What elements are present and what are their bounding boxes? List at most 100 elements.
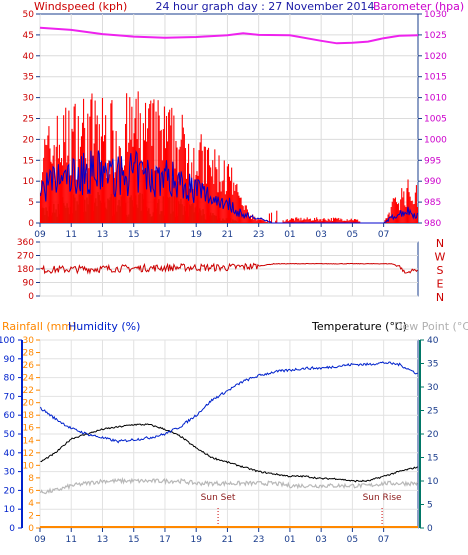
windspeed-tick-label: 15 xyxy=(23,156,34,166)
wind-direction-line xyxy=(40,262,418,275)
x-tick-label: 19 xyxy=(190,230,202,240)
windspeed-tick-label: 35 xyxy=(23,73,34,83)
compass-label: E xyxy=(437,278,444,291)
temperature-tick-label: 25 xyxy=(427,407,438,417)
x-tick-label: 01 xyxy=(284,535,295,545)
rainfall-tick-label: 6 xyxy=(28,486,34,496)
temperature-tick-label: 0 xyxy=(427,524,433,534)
x-tick-label: 07 xyxy=(378,535,389,545)
barometer-tick-label: 1025 xyxy=(424,31,447,41)
humidity-tick-labels: 0 10 20 30 40 50 60 70 80 90 100 xyxy=(0,336,22,534)
sunset-label: Sun Set xyxy=(201,493,236,503)
humidity-tick-label: 20 xyxy=(4,486,16,496)
windspeed-tick-labels: 0 5 10 15 20 25 30 35 40 45 50 xyxy=(23,10,40,229)
humidity-tick-label: 60 xyxy=(4,411,16,421)
temperature-line-group xyxy=(40,423,418,483)
windspeed-tick-label: 20 xyxy=(23,135,35,145)
windspeed-tick-label: 30 xyxy=(23,94,35,104)
wind-panel-x-ticks: 11 13 15 17 19 21 23 01 03 05 07 09 xyxy=(34,223,389,240)
rainfall-tick-label: 8 xyxy=(28,474,34,484)
windspeed-tick-label: 45 xyxy=(23,31,34,41)
barometer-tick-label: 1030 xyxy=(424,10,447,20)
barometer-tick-label: 985 xyxy=(424,198,441,208)
temperature-tick-label: 15 xyxy=(427,454,438,464)
barometer-tick-label: 1000 xyxy=(424,135,447,145)
x-tick-label: 09 xyxy=(34,535,46,545)
x-tick-label: 11 xyxy=(66,535,77,545)
barometer-line xyxy=(39,26,419,45)
rainfall-tick-label: 18 xyxy=(23,411,35,421)
barometer-tick-label: 990 xyxy=(424,177,441,187)
x-tick-label: 21 xyxy=(222,535,233,545)
x-tick-label: 17 xyxy=(159,230,170,240)
barometer-tick-label: 1020 xyxy=(424,52,447,62)
rainfall-tick-label: 24 xyxy=(23,374,35,384)
rainfall-tick-label: 10 xyxy=(23,461,35,471)
temperature-tick-label: 35 xyxy=(427,360,438,370)
direction-tick-label: 0 xyxy=(28,292,34,302)
humidity-axis-title: Humidity (%) xyxy=(68,320,140,333)
humidity-tick-label: 10 xyxy=(4,505,16,515)
direction-panel-grid xyxy=(39,241,418,297)
temperature-tick-label: 10 xyxy=(427,477,439,487)
temperature-tick-labels: 0 5 10 15 20 25 30 35 40 xyxy=(420,336,439,534)
x-tick-label: 15 xyxy=(128,535,139,545)
rainfall-tick-label: 16 xyxy=(23,424,35,434)
graph-title: 24 hour graph day : 27 November 2014 xyxy=(155,0,374,13)
barometer-tick-label: 1010 xyxy=(424,94,447,104)
barometer-tick-label: 995 xyxy=(424,156,441,166)
barometer-tick-label: 1005 xyxy=(424,115,447,125)
x-tick-label: 17 xyxy=(159,535,170,545)
x-tick-label: 01 xyxy=(284,230,295,240)
humidity-tick-label: 40 xyxy=(4,449,16,459)
wind-average-line xyxy=(40,150,418,224)
barometer-tick-label: 980 xyxy=(424,219,441,229)
rainfall-axis-title: Rainfall (mm) xyxy=(2,320,76,333)
temperature-line xyxy=(40,423,418,483)
rainfall-tick-label: 14 xyxy=(23,436,35,446)
sun-markers: Sun Set Sun Rise xyxy=(201,493,402,528)
rainfall-tick-label: 22 xyxy=(23,386,34,396)
direction-tick-label: 90 xyxy=(23,279,35,289)
humidity-line xyxy=(40,361,418,444)
compass-label: S xyxy=(437,264,444,277)
rainfall-tick-label: 4 xyxy=(28,499,34,509)
sunrise-label: Sun Rise xyxy=(363,493,402,503)
windspeed-tick-label: 5 xyxy=(28,198,34,208)
rainfall-tick-label: 20 xyxy=(23,399,35,409)
x-tick-label: 03 xyxy=(315,230,326,240)
humidity-tick-label: 70 xyxy=(4,392,16,402)
rainfall-tick-label: 2 xyxy=(28,511,34,521)
x-tick-label: 03 xyxy=(315,535,326,545)
compass-label: W xyxy=(435,251,446,264)
temperature-axis-title: Temperature (°C) xyxy=(311,320,407,333)
rainfall-tick-label: 30 xyxy=(23,336,35,346)
wind-direction-line-group xyxy=(40,262,418,275)
windspeed-tick-label: 25 xyxy=(23,115,34,125)
windspeed-tick-label: 40 xyxy=(23,52,35,62)
temperature-tick-label: 5 xyxy=(427,501,433,511)
temp-panel-x-ticks: 11 13 15 17 19 21 23 01 03 05 07 09 xyxy=(34,528,389,545)
windspeed-tick-label: 10 xyxy=(23,177,35,187)
x-tick-label: 23 xyxy=(253,535,264,545)
x-tick-label: 23 xyxy=(253,230,264,240)
x-tick-label: 21 xyxy=(222,230,233,240)
x-tick-label: 07 xyxy=(378,230,389,240)
rainfall-tick-label: 0 xyxy=(28,524,34,534)
barometer-axis-title: Barometer (hpa) xyxy=(373,0,464,13)
wind-average-line-group xyxy=(40,150,418,224)
direction-tick-label: 270 xyxy=(17,252,34,262)
humidity-tick-label: 30 xyxy=(4,468,16,478)
x-tick-label: 05 xyxy=(347,230,358,240)
x-tick-label: 05 xyxy=(347,535,358,545)
dewpoint-line xyxy=(39,476,419,495)
humidity-tick-label: 0 xyxy=(9,524,15,534)
barometer-line-group xyxy=(39,26,419,45)
humidity-tick-label: 80 xyxy=(4,374,16,384)
humidity-tick-label: 100 xyxy=(0,336,15,346)
barometer-tick-label: 1015 xyxy=(424,73,447,83)
